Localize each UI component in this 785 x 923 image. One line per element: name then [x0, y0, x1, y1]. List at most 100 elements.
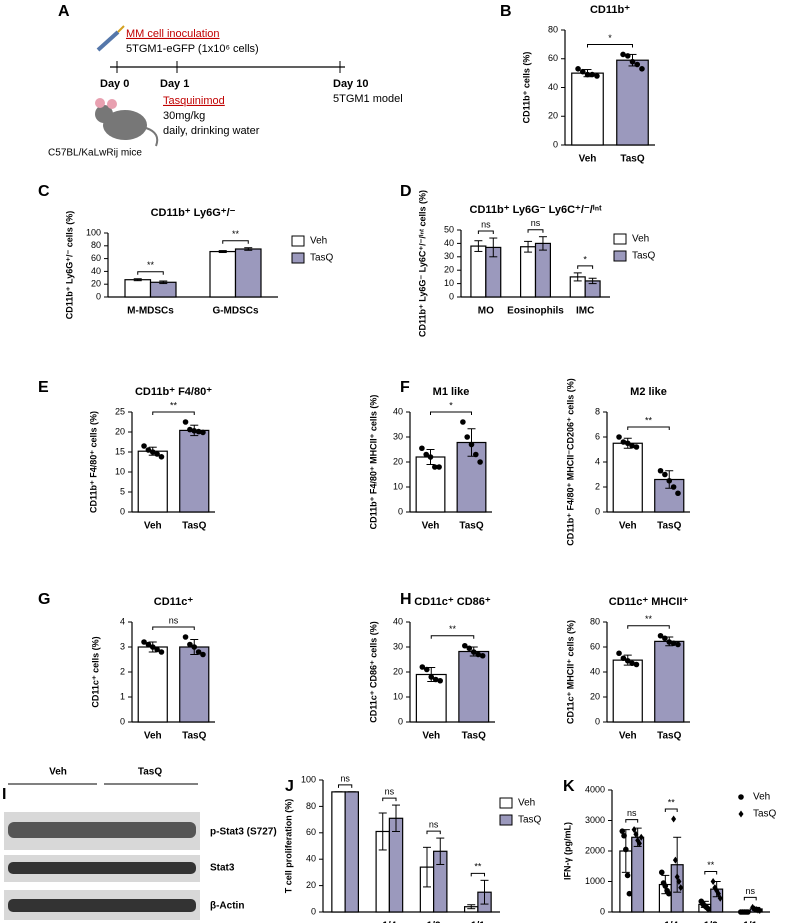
panel-i: I Veh TasQ p-Stat3 (S727) Stat3 β-Actin [2, 767, 277, 920]
y-tick-label: 40 [393, 406, 403, 416]
data-point [200, 651, 206, 658]
y-tick-label: 20 [444, 265, 454, 275]
data-point [141, 443, 147, 449]
data-point [195, 649, 202, 655]
data-point [149, 449, 156, 455]
legend-marker [738, 794, 744, 800]
data-point [419, 445, 425, 452]
chart-title: CD11b⁺ [590, 4, 630, 16]
data-point [436, 464, 442, 470]
y-tick-label: 40 [590, 666, 600, 676]
chart-title: M2 like [630, 386, 667, 398]
data-point [624, 872, 631, 879]
significance-bracket [337, 784, 353, 788]
panel-letter: F [400, 379, 410, 396]
y-tick-label: 20 [393, 456, 403, 466]
x-tick-label: 1/1 [471, 921, 485, 923]
y-tick-label: 20 [590, 691, 600, 701]
bar [654, 640, 685, 723]
data-point [626, 890, 633, 897]
legend-label: Veh [632, 234, 649, 245]
panel-letter: I [2, 786, 6, 803]
bar [631, 836, 645, 913]
data-point [670, 640, 677, 647]
significance-label: ** [645, 614, 653, 624]
data-point [589, 71, 596, 78]
legend-swatch [613, 250, 627, 262]
legend-label: TasQ [310, 253, 334, 264]
x-tick-label: Veh [619, 731, 637, 742]
data-point [419, 664, 426, 670]
bar [388, 817, 404, 913]
x-tick-label: con [336, 921, 354, 923]
chart-title: CD11b⁺ Ly6G⁻ Ly6C⁺/⁻/ⁱⁿᵗ [470, 203, 603, 216]
data-point [427, 454, 434, 460]
data-point [715, 890, 721, 898]
x-tick-label: TasQ [657, 731, 681, 742]
y-tick-label: 4 [595, 456, 600, 466]
data-point [620, 439, 627, 445]
legend-swatch [613, 233, 627, 245]
data-point [624, 53, 631, 59]
legend-label: Veh [753, 792, 770, 803]
y-axis-label: IFN-γ (pg/mL) [562, 822, 572, 880]
blot-label: β-Actin [210, 901, 244, 912]
data-point [636, 839, 642, 847]
y-tick-label: 0 [398, 506, 403, 516]
bar [137, 646, 168, 723]
legend-swatch [499, 797, 513, 809]
data-point [717, 894, 723, 902]
panel-letter: E [38, 379, 49, 396]
data-point [666, 639, 673, 645]
data-point [200, 429, 206, 436]
y-tick-label: 6 [595, 431, 600, 441]
chart-title: M1 like [433, 386, 470, 398]
significance-label: ns [385, 786, 395, 796]
bar [179, 429, 210, 513]
y-tick-label: 30 [444, 251, 454, 261]
significance-bracket [704, 871, 718, 875]
data-point [678, 884, 684, 892]
blot-label: Stat3 [210, 863, 235, 874]
y-tick-label: 40 [91, 266, 101, 276]
y-tick-label: 1000 [585, 876, 605, 886]
significance-bracket [137, 271, 164, 275]
x-tick-label: Veh [422, 521, 440, 532]
data-point [633, 444, 640, 450]
data-point [757, 906, 763, 914]
significance-label: ** [645, 415, 653, 425]
significance-bracket [222, 240, 249, 244]
y-tick-label: 20 [306, 880, 316, 890]
significance-bracket [426, 830, 441, 835]
panel-letter: A [58, 3, 70, 20]
bar [331, 791, 346, 913]
data-point [575, 66, 581, 72]
significance-bracket [477, 230, 494, 235]
data-point [154, 451, 160, 457]
significance-label: ** [170, 400, 178, 410]
legend-swatch [291, 235, 305, 247]
mouse-body [103, 110, 147, 140]
significance-label: ns [340, 773, 350, 783]
significance-label: ** [474, 862, 482, 872]
mouse-tail [145, 127, 159, 147]
y-tick-label: 100 [86, 227, 101, 237]
legend-label: Veh [310, 236, 327, 247]
significance-bracket [743, 896, 757, 901]
y-tick-label: 30 [393, 431, 403, 441]
y-tick-label: 80 [590, 616, 600, 626]
significance-label: ns [627, 808, 637, 818]
inoculation: MM cell inoculation [126, 28, 220, 40]
y-axis-label: T cell proliferation (%) [283, 799, 293, 894]
y-axis-label: CD11c⁺ CD86⁺ cells (%) [368, 621, 378, 723]
data-point [594, 73, 600, 79]
syringe [96, 30, 120, 52]
y-tick-label: 0 [120, 716, 125, 726]
y-tick-label: 10 [393, 691, 403, 701]
x-tick-label: 1/2 [704, 921, 718, 923]
data-point [579, 68, 586, 75]
data-point [633, 830, 639, 838]
y-tick-label: 60 [306, 827, 316, 837]
panel-letter: K [563, 778, 575, 795]
chart-title: CD11c⁺ MHCII⁺ [609, 596, 689, 608]
